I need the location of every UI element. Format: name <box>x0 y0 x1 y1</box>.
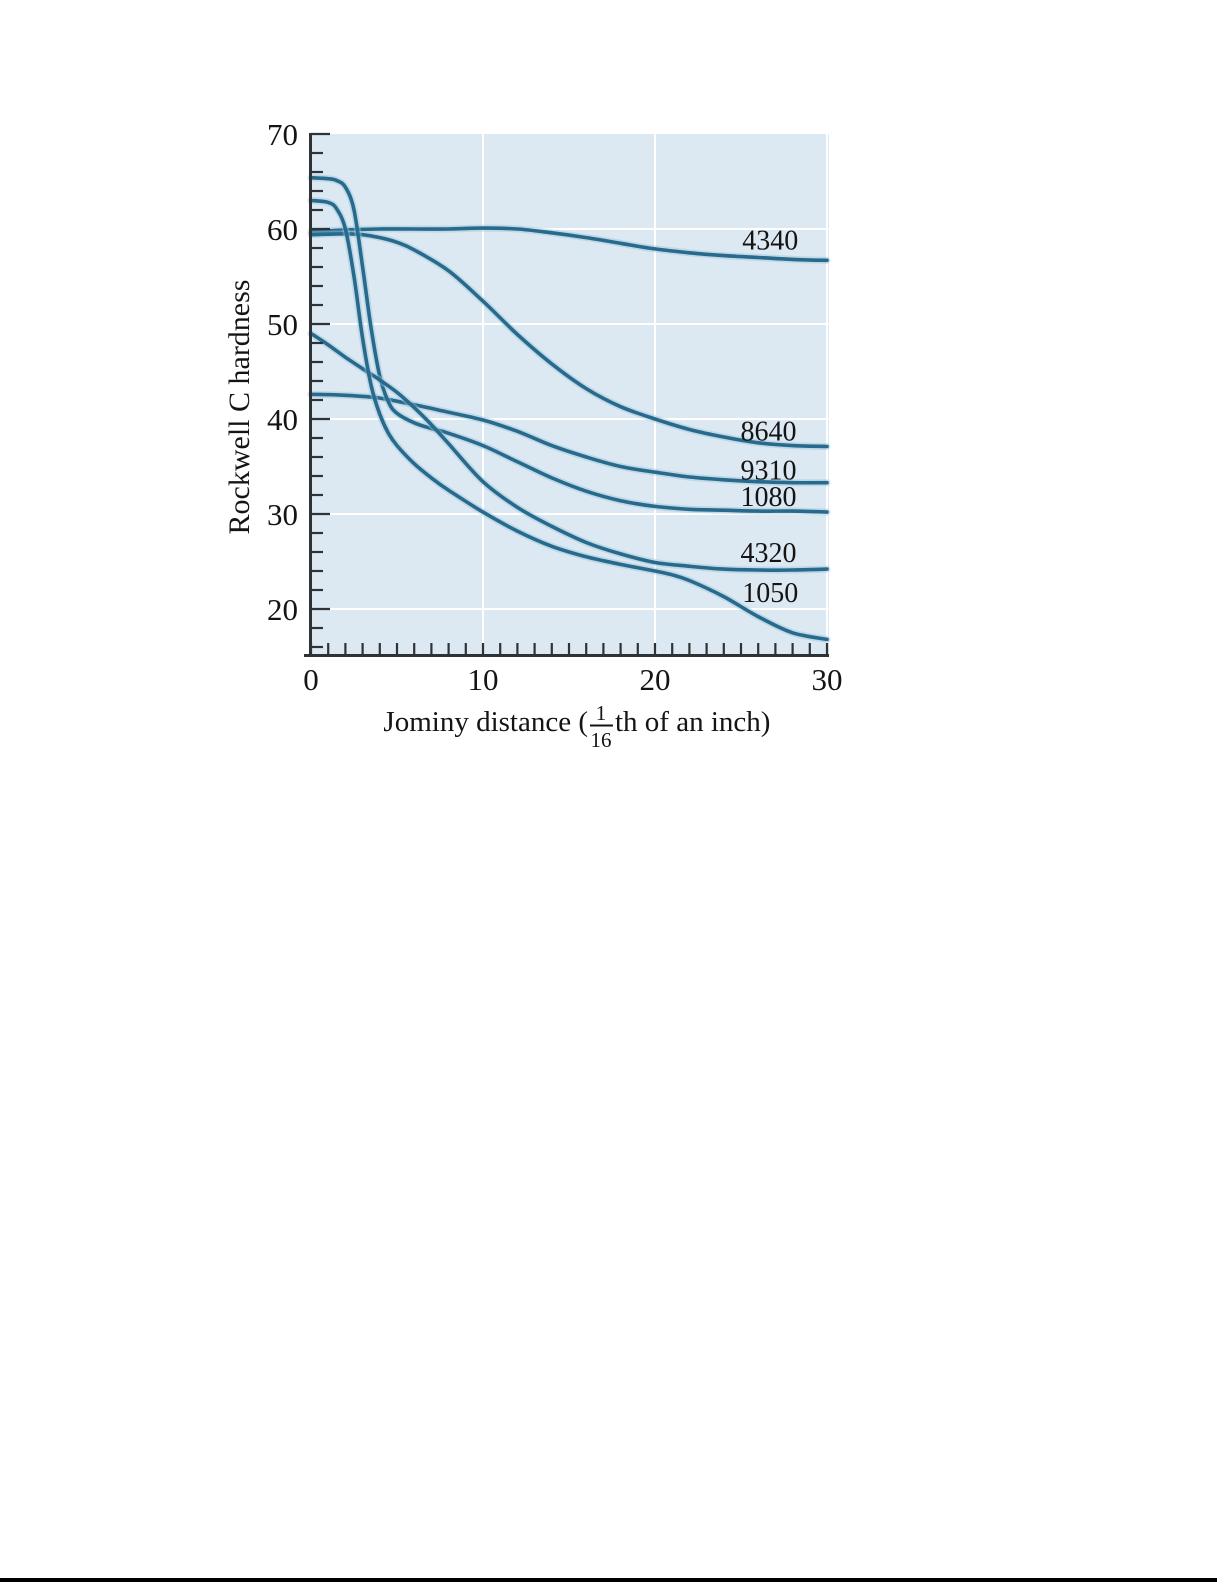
series-curves <box>307 174 831 643</box>
y-tick-label-70: 70 <box>267 117 298 152</box>
fraction-denominator: 16 <box>591 728 612 752</box>
y-tick-label-20: 20 <box>267 592 298 627</box>
y-axis-title: Rockwell C hardness <box>223 280 256 535</box>
x-tick-label-30: 30 <box>812 662 843 697</box>
x-axis-title: Jominy distance ( 1 16 th of an inch) <box>383 701 770 752</box>
series-label-9310: 9310 <box>741 455 797 486</box>
series-line-8640 <box>309 232 829 449</box>
x-tick-label-10: 10 <box>468 662 499 697</box>
series-line-1050 <box>309 198 829 642</box>
x-tick-label-20: 20 <box>640 662 671 697</box>
x-axis-ticks <box>309 643 829 656</box>
y-axis-tick-labels: 20 30 40 50 60 70 <box>267 117 298 627</box>
x-axis-title-prefix: Jominy distance ( <box>383 706 588 738</box>
y-axis-ticks <box>311 132 330 649</box>
series-line-4320 <box>309 331 829 572</box>
y-tick-label-60: 60 <box>267 212 298 247</box>
series-label-1050: 1050 <box>742 578 798 609</box>
series-line-9310 <box>309 392 829 485</box>
page-bottom-rule <box>0 1578 1217 1582</box>
fraction-numerator: 1 <box>596 701 607 725</box>
x-tick-label-0: 0 <box>303 662 319 697</box>
x-axis-tick-labels: 0 10 20 30 <box>303 662 842 697</box>
x-axis-title-suffix: th of an inch) <box>615 706 770 738</box>
series-label-8640: 8640 <box>741 416 797 447</box>
y-tick-label-40: 40 <box>267 402 298 437</box>
series-label-1080: 1080 <box>741 482 797 513</box>
y-tick-label-50: 50 <box>267 307 298 342</box>
series-line-4340 <box>309 226 829 263</box>
y-tick-label-30: 30 <box>267 497 298 532</box>
series-label-4340: 4340 <box>742 225 798 256</box>
series-label-4320: 4320 <box>741 538 797 569</box>
